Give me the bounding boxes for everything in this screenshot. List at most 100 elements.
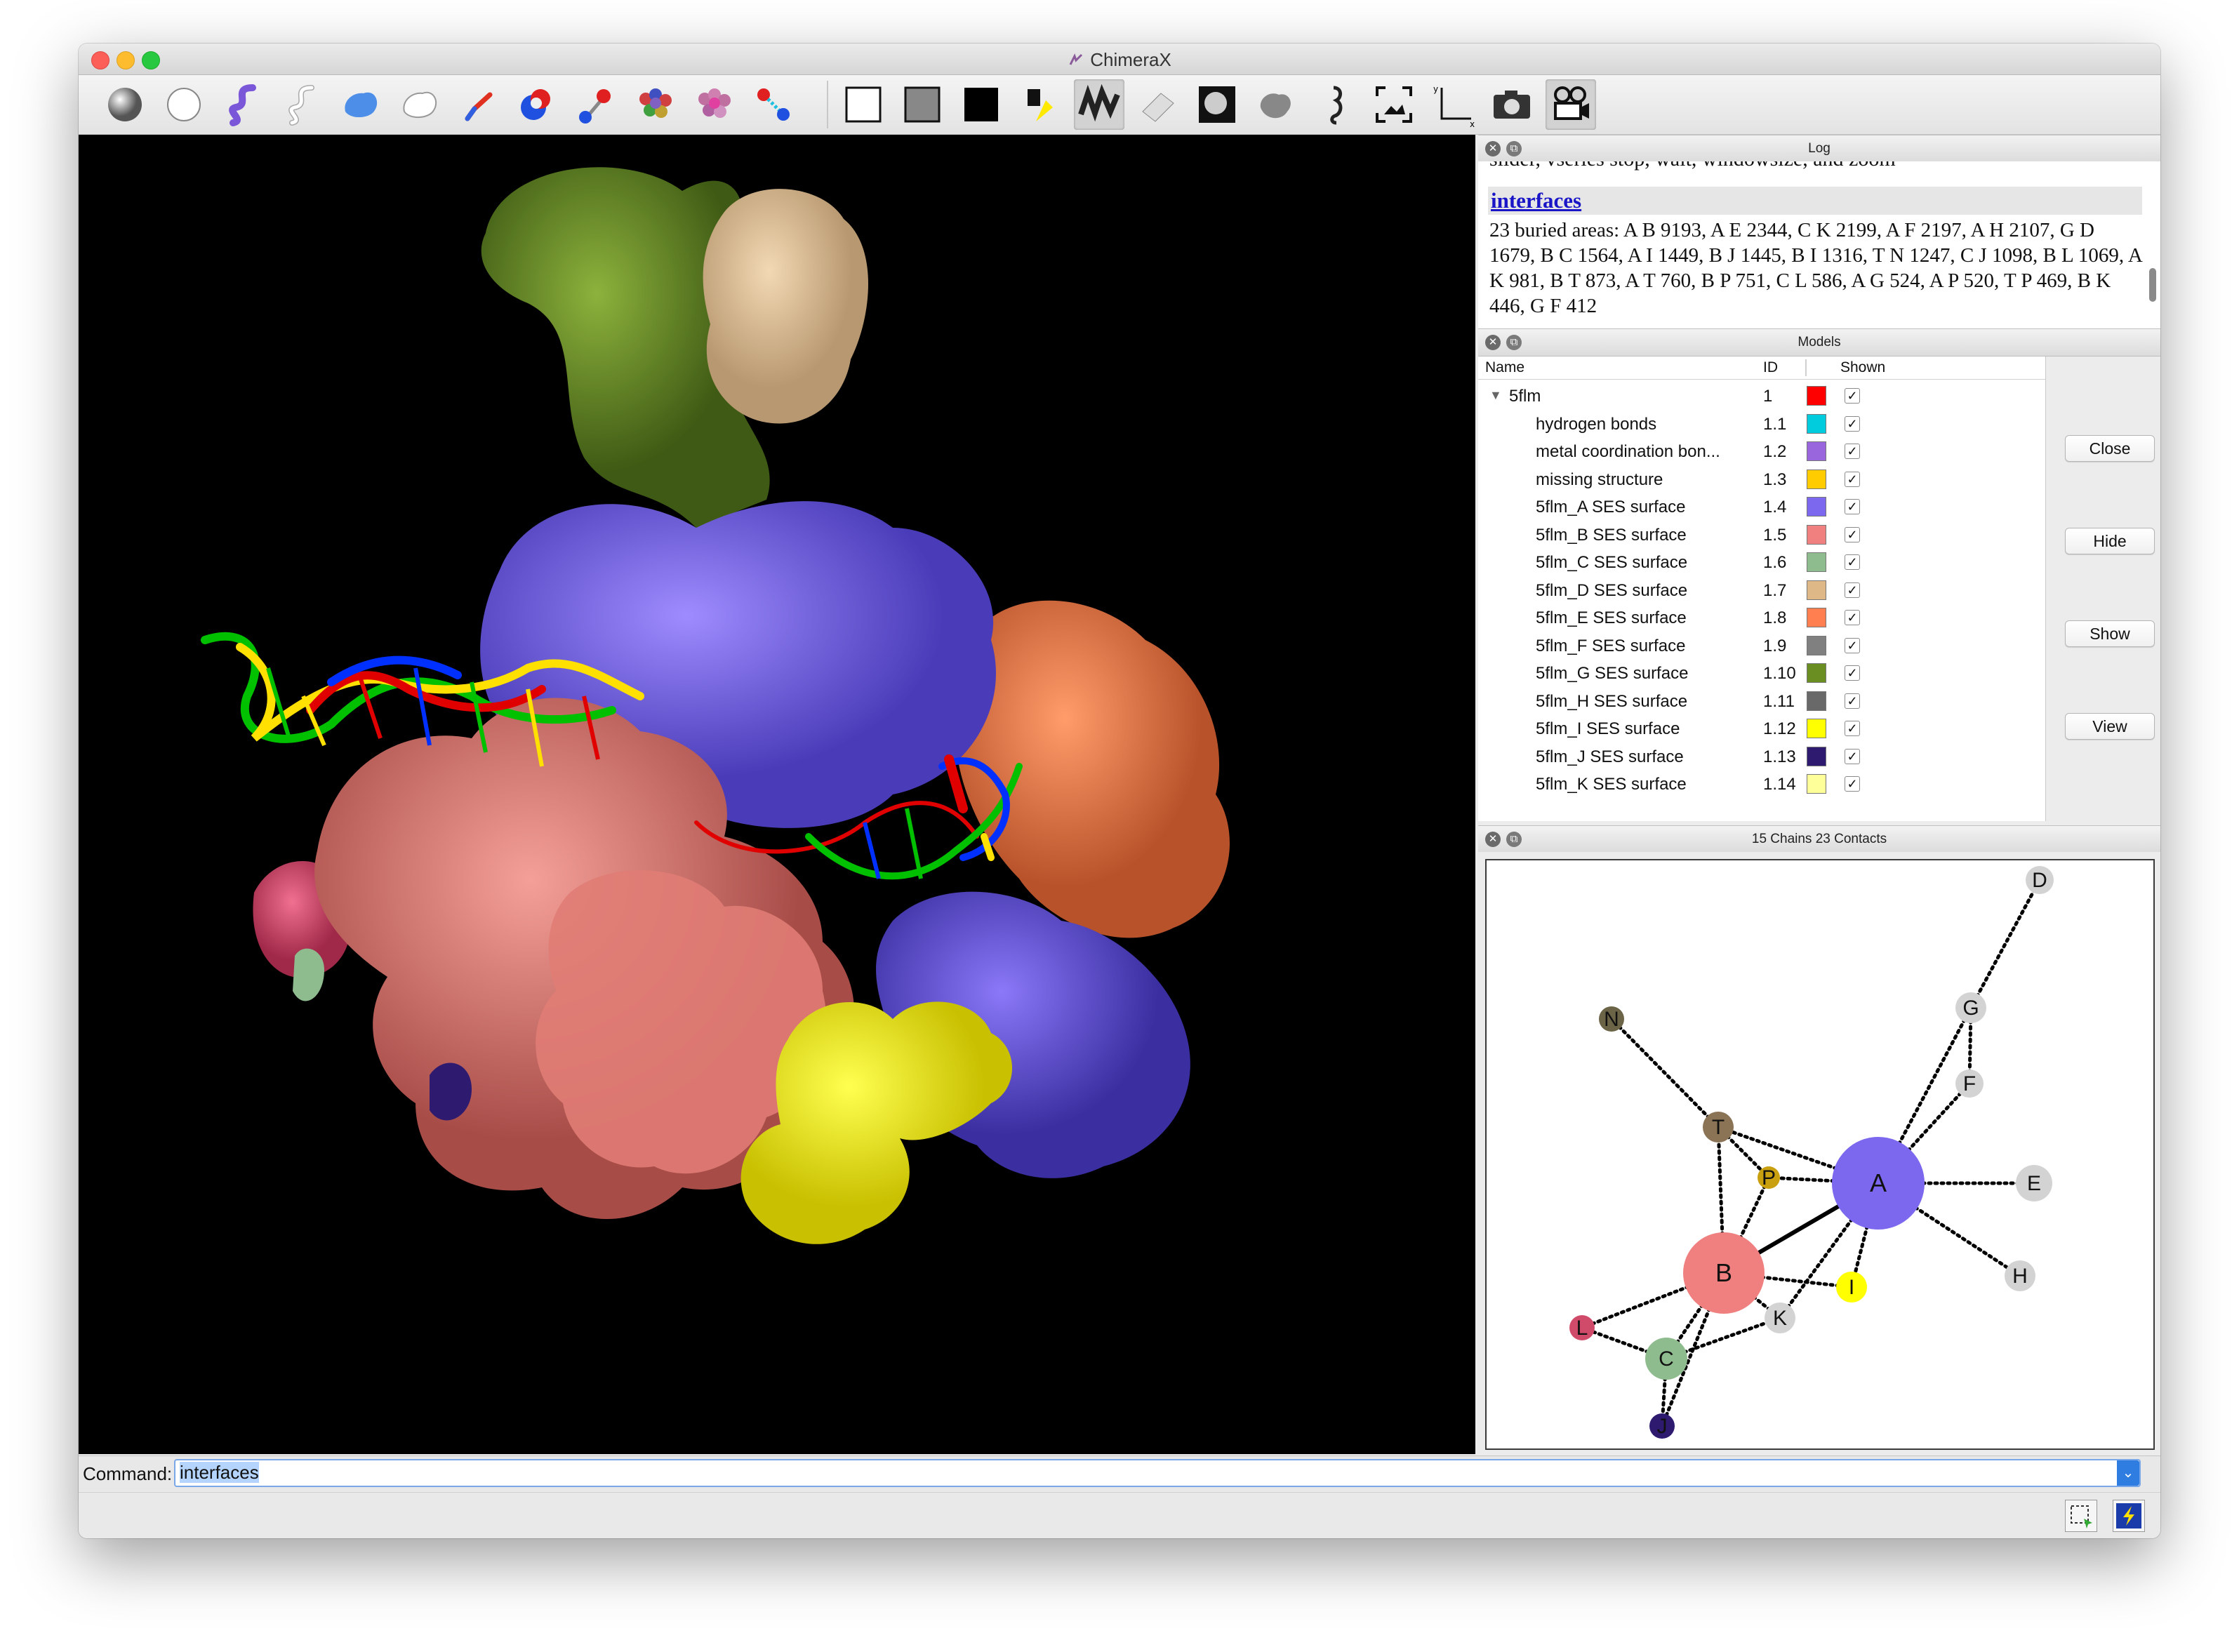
bond-icon[interactable]	[748, 79, 799, 130]
select-mode-icon[interactable]	[2065, 1500, 2097, 1532]
view-models-button[interactable]: View	[2065, 713, 2155, 740]
model-shown-checkbox[interactable]: ✓	[1845, 554, 1860, 570]
model-row[interactable]: metal coordination bon... 1.2 ✓	[1478, 437, 2045, 465]
chain-node-A[interactable]: A	[1832, 1137, 1925, 1230]
model-shown-checkbox[interactable]: ✓	[1845, 415, 1860, 432]
model-shown-checkbox[interactable]: ✓	[1845, 499, 1860, 514]
ribbon-icon[interactable]	[218, 79, 268, 130]
chain-node-circle[interactable]	[1645, 1338, 1687, 1380]
model-color-swatch[interactable]	[1807, 719, 1826, 738]
graphics-viewport[interactable]	[79, 135, 1475, 1454]
chain-node-E[interactable]: E	[2016, 1165, 2052, 1201]
model-shown-checkbox[interactable]: ✓	[1845, 526, 1860, 542]
log-command-link[interactable]: interfaces	[1491, 188, 1582, 213]
model-row[interactable]: 5flm_D SES surface 1.7 ✓	[1478, 576, 2045, 604]
light-simple-icon[interactable]	[1015, 79, 1065, 130]
models-table[interactable]: Name ID Shown ▼ 5flm 1 ✓ hydrogen bonds 1.1 ✓ m…	[1478, 357, 2046, 821]
model-row[interactable]: 5flm_K SES surface 1.14 ✓	[1478, 770, 2045, 798]
chain-node-J[interactable]: J	[1649, 1413, 1675, 1439]
command-history-dropdown-icon[interactable]: ⌄	[2117, 1460, 2139, 1486]
column-color[interactable]	[1805, 359, 1807, 376]
model-row[interactable]: 5flm_F SES surface 1.9 ✓	[1478, 632, 2045, 660]
chain-node-circle[interactable]	[2016, 1165, 2052, 1201]
movie-icon[interactable]	[1546, 79, 1596, 130]
column-shown[interactable]: Shown	[1840, 359, 1886, 375]
model-row[interactable]: missing structure 1.3 ✓	[1478, 465, 2045, 493]
window-zoom-button[interactable]	[142, 51, 160, 69]
ball-icon[interactable]	[100, 79, 150, 130]
contacts-graph[interactable]: A B C D E F G H I J K L N P T	[1485, 859, 2155, 1450]
chain-node-T[interactable]: T	[1703, 1112, 1734, 1143]
expand-triangle-icon[interactable]: ▼	[1489, 388, 1502, 402]
chain-node-circle[interactable]	[1758, 1166, 1780, 1189]
molecule-heteroatom-icon[interactable]	[689, 79, 740, 130]
model-shown-checkbox[interactable]: ✓	[1845, 444, 1860, 459]
model-color-swatch[interactable]	[1807, 746, 1826, 766]
contact-edge-G-D[interactable]	[1969, 878, 2042, 1010]
model-row[interactable]: 5flm_G SES surface 1.10 ✓	[1478, 659, 2045, 687]
lightning-icon[interactable]	[2113, 1500, 2145, 1532]
light-full-icon[interactable]	[1133, 79, 1183, 130]
log-close-icon[interactable]: ✕	[1485, 141, 1501, 156]
model-color-swatch[interactable]	[1807, 413, 1826, 434]
light-soft-icon[interactable]	[1074, 79, 1124, 130]
command-input[interactable]: interfaces ⌄	[174, 1459, 2141, 1487]
column-id[interactable]: ID	[1763, 359, 1778, 375]
chain-node-H[interactable]: H	[2005, 1260, 2035, 1291]
model-shown-checkbox[interactable]: ✓	[1845, 776, 1860, 792]
model-row[interactable]: 5flm_E SES surface 1.8 ✓	[1478, 604, 2045, 632]
chain-node-G[interactable]: G	[1955, 992, 1986, 1023]
model-row[interactable]: 5flm_I SES surface 1.12 ✓	[1478, 714, 2045, 742]
model-color-swatch[interactable]	[1807, 441, 1826, 461]
model-color-swatch[interactable]	[1807, 663, 1826, 683]
chain-node-D[interactable]: D	[2026, 866, 2054, 894]
ball-stick-icon[interactable]	[571, 79, 622, 130]
chain-node-circle[interactable]	[1569, 1315, 1595, 1340]
black-background-icon[interactable]	[956, 79, 1006, 130]
sphere-atoms-icon[interactable]	[512, 79, 563, 130]
model-row[interactable]: 5flm_H SES surface 1.11 ✓	[1478, 687, 2045, 715]
model-shown-checkbox[interactable]: ✓	[1845, 748, 1860, 764]
surface-blue-icon[interactable]	[335, 79, 386, 130]
model-color-swatch[interactable]	[1807, 497, 1826, 517]
log-undock-icon[interactable]: ⧉	[1506, 141, 1522, 156]
chain-node-circle[interactable]	[1683, 1232, 1765, 1314]
log-scrollbar[interactable]	[2149, 268, 2156, 302]
model-shown-checkbox[interactable]: ✓	[1845, 637, 1860, 653]
ribbon-outline-icon[interactable]	[277, 79, 327, 130]
chain-node-I[interactable]: I	[1836, 1272, 1867, 1303]
chain-node-circle[interactable]	[1599, 1006, 1624, 1032]
contact-edge-T-N[interactable]	[1609, 1017, 1720, 1129]
chain-node-circle[interactable]	[1832, 1137, 1925, 1230]
model-color-swatch[interactable]	[1807, 469, 1826, 489]
close-models-button[interactable]: Close	[2065, 435, 2155, 462]
chain-node-circle[interactable]	[2005, 1260, 2035, 1291]
model-color-swatch[interactable]	[1807, 386, 1826, 406]
hide-models-button[interactable]: Hide	[2065, 528, 2155, 554]
chain-node-circle[interactable]	[1703, 1112, 1734, 1143]
model-color-swatch[interactable]	[1807, 774, 1826, 794]
chain-node-circle[interactable]	[1955, 992, 1986, 1023]
column-name[interactable]: Name	[1485, 359, 1525, 375]
model-row[interactable]: 5flm_J SES surface 1.13 ✓	[1478, 742, 2045, 771]
model-shown-checkbox[interactable]: ✓	[1845, 610, 1860, 625]
model-row[interactable]: 5flm_C SES surface 1.6 ✓	[1478, 548, 2045, 576]
model-color-swatch[interactable]	[1807, 691, 1826, 711]
stick-icon[interactable]	[453, 79, 504, 130]
surface-outline-icon[interactable]	[394, 79, 445, 130]
window-close-button[interactable]	[91, 51, 109, 69]
chain-node-P[interactable]: P	[1758, 1166, 1780, 1190]
show-models-button[interactable]: Show	[2065, 620, 2155, 647]
log-panel[interactable]: slider, vseries stop, wait, windowsize, …	[1478, 161, 2160, 328]
model-color-swatch[interactable]	[1807, 608, 1826, 627]
model-shown-checkbox[interactable]: ✓	[1845, 721, 1860, 736]
atom-sphere-icon[interactable]	[159, 79, 209, 130]
camera-icon[interactable]	[1487, 79, 1537, 130]
chain-node-circle[interactable]	[1955, 1070, 1984, 1098]
model-color-swatch[interactable]	[1807, 635, 1826, 655]
chain-node-circle[interactable]	[1836, 1272, 1867, 1303]
chain-node-B[interactable]: B	[1683, 1232, 1765, 1314]
chain-node-circle[interactable]	[1765, 1303, 1795, 1333]
chain-node-circle[interactable]	[1649, 1413, 1675, 1439]
